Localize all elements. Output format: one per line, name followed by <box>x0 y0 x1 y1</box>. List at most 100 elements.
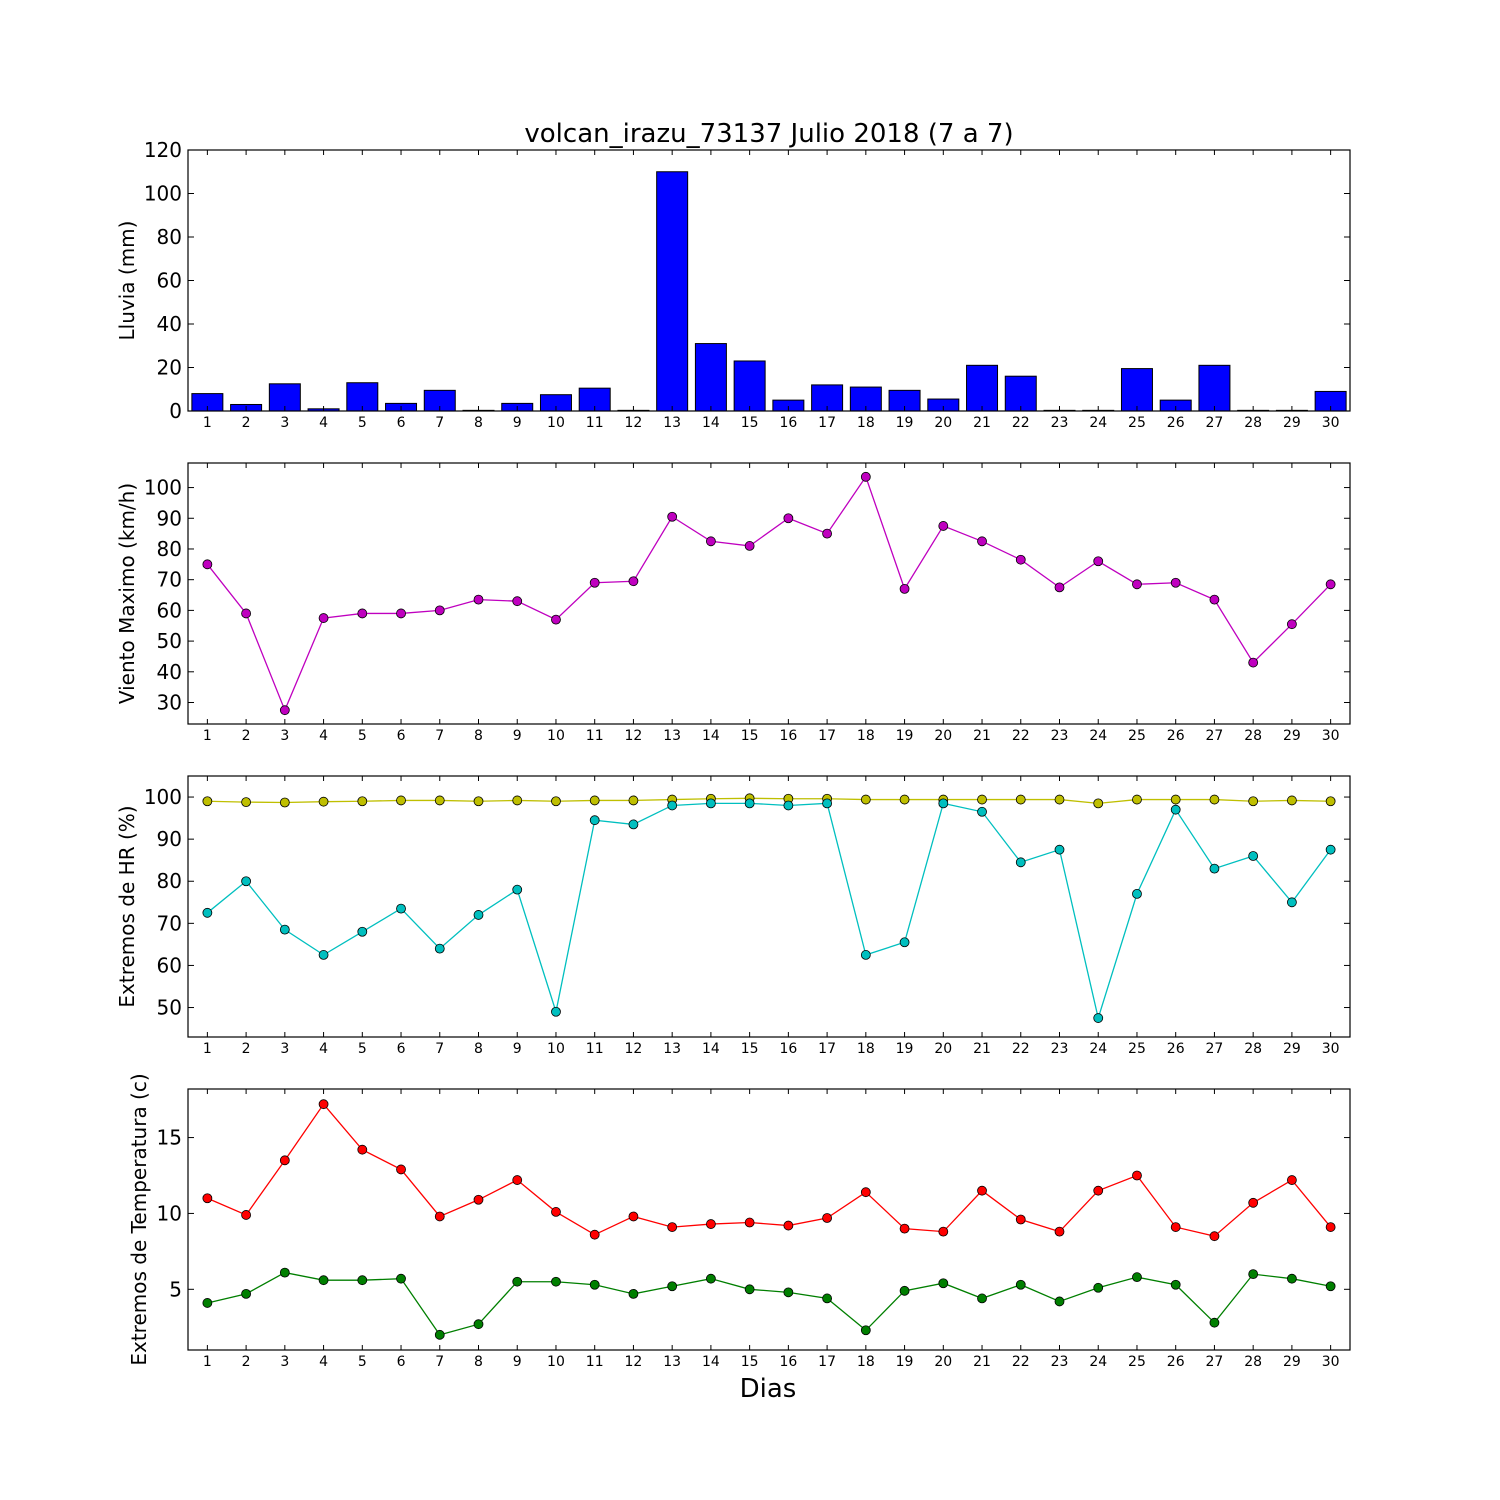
xtick-label-23: 23 <box>1051 1041 1069 1057</box>
xtick-label-6: 6 <box>397 1041 406 1057</box>
xtick-label-14: 14 <box>702 728 720 744</box>
series-line-1 <box>207 797 1331 805</box>
point-series-2-day-26 <box>1170 804 1181 815</box>
point-series-1-day-6 <box>396 1164 406 1175</box>
xtick-label-5: 5 <box>358 415 367 431</box>
x-axis-label: Dias <box>740 1374 797 1404</box>
xtick-label-24: 24 <box>1089 728 1107 744</box>
point-series-1-day-2 <box>241 608 252 619</box>
y-axis-label: Extremos de Temperatura (c) <box>127 1073 151 1365</box>
point-series-2-day-11 <box>589 1279 600 1290</box>
xtick-label-16: 16 <box>779 1041 797 1057</box>
point-series-1-day-23 <box>1054 1226 1065 1237</box>
xtick-label-12: 12 <box>625 1041 643 1057</box>
point-series-2-day-13 <box>667 800 678 811</box>
ytick-label-0: 0 <box>169 399 182 423</box>
point-series-1-day-5 <box>357 608 368 619</box>
point-series-1-day-29 <box>1287 1175 1297 1185</box>
point-series-2-day-28 <box>1248 1269 1259 1280</box>
point-series-1-day-5 <box>357 1144 368 1155</box>
point-series-1-day-15 <box>744 1217 755 1228</box>
xtick-label-25: 25 <box>1128 1041 1146 1057</box>
xtick-label-8: 8 <box>474 415 483 431</box>
point-series-1-day-7 <box>434 795 445 806</box>
xtick-label-30: 30 <box>1322 1354 1340 1370</box>
xtick-label-10: 10 <box>547 728 565 744</box>
xtick-label-28: 28 <box>1244 728 1262 744</box>
point-series-1-day-10 <box>551 614 561 625</box>
xtick-label-30: 30 <box>1322 728 1340 744</box>
point-series-2-day-23 <box>1054 1296 1065 1307</box>
point-series-1-day-14 <box>706 536 716 547</box>
point-series-1-day-16 <box>783 1220 794 1231</box>
xtick-label-4: 4 <box>319 1041 328 1057</box>
point-series-2-day-11 <box>589 815 600 826</box>
xtick-label-27: 27 <box>1206 728 1224 744</box>
xtick-label-22: 22 <box>1012 1354 1030 1370</box>
xtick-label-3: 3 <box>280 1354 289 1370</box>
point-series-1-day-24 <box>1093 798 1104 809</box>
point-series-1-day-28 <box>1248 1197 1259 1208</box>
point-series-2-day-12 <box>628 819 639 830</box>
xtick-label-19: 19 <box>896 1354 914 1370</box>
xtick-label-11: 11 <box>586 728 604 744</box>
xtick-label-13: 13 <box>663 728 681 744</box>
xtick-label-13: 13 <box>663 415 681 431</box>
point-series-2-day-8 <box>473 910 484 920</box>
xtick-label-11: 11 <box>586 1041 604 1057</box>
xtick-label-19: 19 <box>896 415 914 431</box>
point-series-1-day-17 <box>822 1213 832 1223</box>
xtick-label-16: 16 <box>779 1354 797 1370</box>
point-series-2-day-13 <box>667 1281 678 1292</box>
series-line-2 <box>206 802 1332 1021</box>
ytick-label-120: 120 <box>144 138 182 162</box>
xtick-label-14: 14 <box>702 1354 720 1370</box>
xtick-label-29: 29 <box>1283 1354 1301 1370</box>
xtick-label-24: 24 <box>1089 415 1107 431</box>
ytick-label-15: 15 <box>157 1126 182 1150</box>
point-series-1-day-9 <box>512 596 523 607</box>
xtick-label-12: 12 <box>625 415 643 431</box>
xtick-label-18: 18 <box>857 1354 875 1370</box>
point-series-1-day-13 <box>667 511 678 522</box>
point-series-2-day-25 <box>1132 1272 1142 1283</box>
point-series-1-day-30 <box>1325 796 1336 807</box>
xtick-label-6: 6 <box>397 415 406 431</box>
point-series-1-day-25 <box>1132 794 1142 805</box>
point-series-2-day-19 <box>899 1285 910 1296</box>
point-series-1-day-29 <box>1287 795 1297 806</box>
xtick-label-20: 20 <box>934 1041 952 1057</box>
xtick-label-15: 15 <box>741 1041 759 1057</box>
point-series-2-day-15 <box>744 798 755 809</box>
xtick-label-6: 6 <box>397 728 406 744</box>
point-series-1-day-2 <box>241 797 252 807</box>
point-series-2-day-16 <box>783 800 794 811</box>
point-series-2-day-6 <box>396 903 406 914</box>
point-series-1-day-8 <box>473 1194 484 1205</box>
point-series-2-day-5 <box>357 1275 368 1286</box>
series-line-1 <box>206 475 1332 712</box>
xtick-label-21: 21 <box>973 728 991 744</box>
xtick-label-16: 16 <box>779 415 797 431</box>
point-series-1-day-27 <box>1209 1231 1220 1242</box>
xtick-label-22: 22 <box>1012 1041 1030 1057</box>
xtick-label-1: 1 <box>203 728 212 744</box>
ytick-label-90: 90 <box>157 827 182 851</box>
point-series-2-day-2 <box>241 1288 252 1299</box>
xtick-label-5: 5 <box>358 1354 367 1370</box>
point-series-1-day-19 <box>899 583 910 594</box>
point-series-2-day-28 <box>1248 851 1259 861</box>
xtick-label-25: 25 <box>1128 728 1146 744</box>
point-series-2-day-27 <box>1209 863 1220 874</box>
axes-frame <box>187 1088 1351 1351</box>
y-axis-label: Extremos de HR (%) <box>115 805 139 1007</box>
xtick-label-2: 2 <box>242 728 251 744</box>
point-series-1-day-7 <box>434 605 445 616</box>
point-series-2-day-14 <box>706 1273 716 1284</box>
xtick-label-15: 15 <box>741 415 759 431</box>
point-series-2-day-1 <box>202 1298 213 1308</box>
point-series-2-day-18 <box>860 1325 871 1336</box>
